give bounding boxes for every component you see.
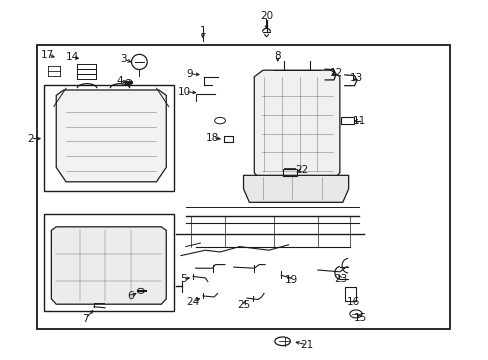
- Polygon shape: [51, 227, 166, 304]
- Text: 4: 4: [116, 76, 123, 86]
- Bar: [44, 85, 173, 191]
- Text: 19: 19: [284, 275, 297, 285]
- Text: 5: 5: [180, 274, 186, 284]
- Bar: [37, 45, 449, 329]
- Text: 2: 2: [27, 134, 34, 144]
- Text: 24: 24: [186, 297, 200, 307]
- Ellipse shape: [214, 117, 225, 124]
- Text: 6: 6: [127, 291, 134, 301]
- Text: 25: 25: [236, 300, 250, 310]
- Text: 12: 12: [329, 68, 343, 78]
- Text: 15: 15: [353, 312, 367, 323]
- Text: 10: 10: [178, 87, 191, 97]
- Text: 23: 23: [334, 274, 347, 284]
- Text: 3: 3: [120, 54, 127, 64]
- Text: 21: 21: [300, 340, 313, 350]
- Bar: [345, 287, 355, 301]
- Polygon shape: [254, 70, 339, 178]
- Text: 17: 17: [41, 50, 55, 60]
- Polygon shape: [56, 90, 166, 182]
- Text: 22: 22: [295, 165, 308, 175]
- Text: 9: 9: [186, 69, 193, 79]
- Text: 20: 20: [260, 11, 272, 21]
- Text: 8: 8: [274, 51, 281, 61]
- Text: 18: 18: [205, 132, 219, 143]
- Text: 1: 1: [199, 26, 206, 36]
- Text: 7: 7: [82, 314, 89, 324]
- Polygon shape: [243, 175, 348, 202]
- Ellipse shape: [274, 337, 290, 346]
- Text: 11: 11: [352, 116, 366, 126]
- Text: 14: 14: [65, 52, 79, 62]
- Bar: [44, 214, 173, 311]
- Text: 13: 13: [348, 73, 362, 84]
- Text: 16: 16: [346, 297, 359, 307]
